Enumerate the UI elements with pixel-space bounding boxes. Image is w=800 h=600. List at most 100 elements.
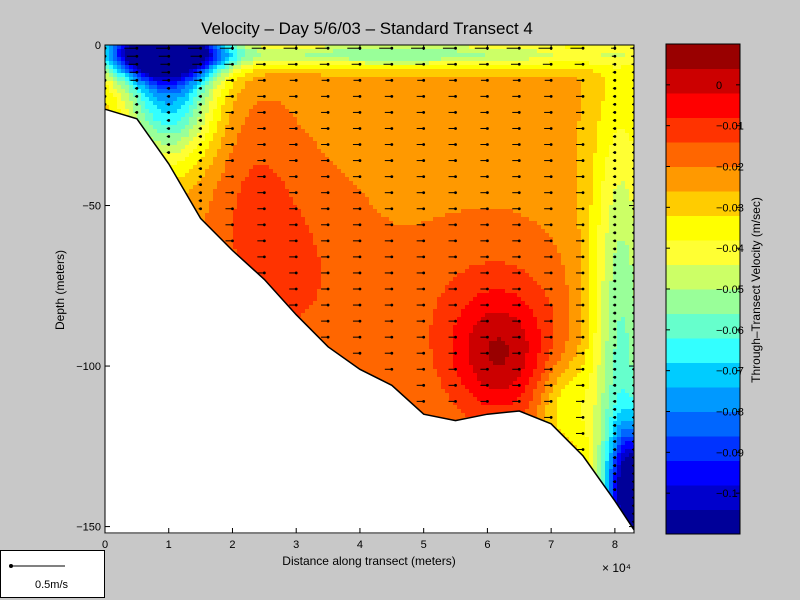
contour-cell [457,117,462,122]
contour-cell [393,137,398,142]
contour-cell [625,117,630,122]
contour-cell [349,141,354,146]
contour-cell [585,149,590,154]
contour-cell [469,133,474,138]
contour-cell [489,161,494,166]
contour-cell [365,189,370,194]
contour-cell [517,117,522,122]
contour-cell [401,85,406,90]
contour-cell [269,149,274,154]
contour-cell [405,141,410,146]
contour-cell [165,49,170,54]
contour-cell [289,177,294,182]
contour-cell [433,157,438,162]
contour-cell [413,181,418,186]
contour-cell [505,173,510,178]
contour-cell [221,161,226,166]
contour-cell [233,93,238,98]
contour-cell [221,73,226,78]
contour-cell [509,157,514,162]
contour-cell [545,153,550,158]
contour-cell [209,61,214,66]
contour-cell [401,61,406,66]
contour-cell [621,49,626,54]
contour-cell [325,141,330,146]
contour-cell [149,57,154,62]
contour-cell [213,85,218,90]
contour-cell [137,77,142,82]
contour-cell [625,93,630,98]
contour-cell [441,117,446,122]
contour-cell [405,85,410,90]
contour-cell [365,81,370,86]
contour-cell [493,153,498,158]
contour-cell [433,125,438,130]
contour-cell [629,117,634,122]
contour-cell [257,57,262,62]
contour-cell [301,161,306,166]
contour-cell [585,153,590,158]
contour-cell [273,125,278,130]
contour-cell [221,141,226,146]
contour-cell [589,173,594,178]
contour-cell [293,77,298,82]
contour-cell [417,141,422,146]
contour-cell [501,141,506,146]
contour-cell [377,61,382,66]
contour-cell [465,61,470,66]
contour-cell [177,97,182,102]
contour-cell [213,61,218,66]
contour-cell [529,61,534,66]
contour-cell [173,61,178,66]
contour-cell [177,113,182,118]
contour-cell [381,45,386,50]
contour-cell [217,85,222,90]
contour-cell [545,61,550,66]
contour-cell [397,57,402,62]
contour-cell [625,109,630,114]
contour-cell [617,137,622,142]
contour-cell [521,49,526,54]
contour-cell [589,181,594,186]
contour-cell [153,125,158,130]
contour-cell [317,169,322,174]
contour-cell [317,93,322,98]
contour-cell [477,157,482,162]
contour-cell [273,173,278,178]
contour-cell [501,61,506,66]
contour-cell [333,165,338,170]
contour-cell [313,89,318,94]
contour-cell [229,161,234,166]
contour-cell [605,77,610,82]
contour-cell [517,133,522,138]
contour-cell [361,173,366,178]
contour-cell [425,129,430,134]
contour-cell [273,101,278,106]
contour-cell [413,117,418,122]
contour-cell [313,49,318,54]
contour-cell [233,153,238,158]
contour-cell [541,101,546,106]
contour-cell [561,101,566,106]
contour-cell [353,89,358,94]
contour-cell [325,49,330,54]
contour-cell [249,69,254,74]
contour-cell [389,133,394,138]
contour-cell [285,57,290,62]
contour-cell [293,161,298,166]
contour-cell [525,57,530,62]
contour-cell [501,73,506,78]
contour-cell [301,177,306,182]
contour-cell [225,105,230,110]
contour-cell [273,145,278,150]
contour-cell [441,153,446,158]
contour-cell [253,181,258,186]
contour-cell [533,189,538,194]
contour-cell [601,145,606,150]
contour-cell [257,77,262,82]
contour-cell [353,141,358,146]
contour-cell [105,105,110,110]
contour-cell [477,153,482,158]
contour-cell [413,173,418,178]
contour-cell [613,165,618,170]
